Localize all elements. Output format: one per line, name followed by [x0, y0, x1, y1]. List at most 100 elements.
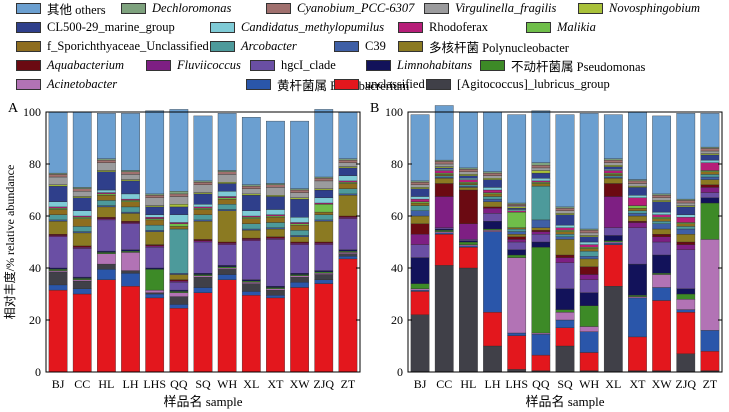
bar-segment: [579, 244, 599, 248]
axes-frame: [45, 111, 361, 373]
bar-segment: [579, 241, 599, 245]
legend-swatch: [16, 2, 41, 14]
bar-segment: [603, 235, 623, 241]
bar-segment: [700, 330, 720, 352]
bar-segment: [145, 219, 165, 226]
bar-segment: [434, 105, 454, 161]
bar-segment: [241, 185, 261, 189]
bar-segment: [459, 167, 478, 170]
bar-segment: [314, 274, 334, 280]
legend-label: 多核杆菌 Polynucleobacter: [429, 40, 569, 55]
legend-swatch: [424, 2, 449, 14]
bar-segment: [555, 239, 575, 256]
legend-label: Dechloromonas: [152, 0, 232, 15]
bar-segment: [169, 196, 189, 205]
bar-segment: [48, 208, 68, 210]
bar-segment: [314, 241, 334, 244]
bar-segment: [121, 198, 140, 201]
bar-segment: [169, 291, 189, 293]
x-tick-label: ZT: [703, 377, 718, 391]
bar-segment: [241, 295, 261, 373]
bar-segment: [483, 187, 502, 191]
x-axis-label: 样品名 sample: [525, 394, 604, 409]
x-tick-label: ZJQ: [313, 377, 334, 391]
legend-label: Fluviicoccus: [177, 57, 241, 72]
y-tick-label: 20: [391, 313, 403, 327]
bar-segment: [169, 296, 189, 305]
bar-segment: [652, 200, 671, 202]
bar-segment: [266, 222, 285, 228]
bar-segment: [579, 331, 599, 353]
y-tick-label: 40: [29, 261, 41, 275]
bar-segment: [434, 228, 454, 231]
bar-segment: [290, 222, 309, 224]
bar-segment: [483, 171, 502, 174]
bar-segment: [338, 159, 358, 163]
legend-label: Arcobacter: [241, 38, 297, 53]
bar-segment: [459, 267, 478, 373]
legend-item: Aquabacterium: [16, 58, 124, 72]
bar-segment: [217, 196, 237, 198]
bar-segment: [676, 206, 696, 215]
bar-segment: [531, 219, 551, 228]
bar-segment: [338, 188, 358, 195]
bar-segment: [507, 236, 527, 240]
bar-segment: [531, 165, 551, 169]
bar-segment: [145, 297, 165, 373]
bar-segment: [266, 236, 285, 239]
bar-segment: [169, 304, 189, 309]
chart-panel-b: B BJ CC HL LH LHS QQ SQ WH XL XT XW ZJQ ZT 0 20 40 60 80 10…: [370, 101, 723, 409]
bar-segment: [169, 109, 189, 192]
bar-segment: [121, 180, 140, 195]
bar-segment: [72, 280, 92, 289]
bar-segment: [145, 247, 165, 269]
bar-segment: [169, 273, 189, 275]
bar-segment: [434, 230, 454, 232]
bar-segment: [217, 279, 237, 373]
bar-segment: [652, 218, 671, 222]
bar-segment: [338, 252, 358, 254]
bar-segment: [97, 250, 116, 253]
bar-segment: [72, 196, 92, 198]
legend: 其他 others Dechloromonas Cyanobium_PCC-6307…: [0, 0, 729, 100]
bar-segment: [459, 179, 478, 183]
y-tick-label: 60: [391, 209, 403, 223]
bar-segment: [97, 218, 116, 221]
bar-segment: [676, 293, 696, 300]
bar-segment: [290, 235, 309, 237]
x-tick-label: ZJQ: [675, 377, 696, 391]
bar-segment: [676, 113, 696, 200]
bar-segment: [483, 179, 502, 188]
bar-segment: [72, 187, 92, 189]
bar-segment: [97, 170, 116, 172]
legend-label: Rhodoferax: [429, 19, 489, 34]
bar-segment: [507, 257, 527, 334]
bar-segment: [483, 192, 502, 195]
bar-segment: [193, 182, 213, 185]
bar-segment: [72, 111, 92, 188]
bar-segment: [507, 332, 527, 336]
bar-segment: [266, 184, 285, 188]
x-tick-label: WH: [579, 377, 599, 391]
bar-segment: [531, 332, 551, 335]
x-axis-label: 样品名 sample: [163, 394, 242, 409]
bar-segment: [700, 171, 720, 175]
bar-segment: [193, 287, 213, 293]
legend-label: Aquabacterium: [47, 57, 125, 72]
y-tick-label: 0: [35, 365, 41, 379]
bar-segment: [314, 244, 334, 271]
legend-swatch: [480, 59, 505, 71]
bar-segment: [459, 189, 478, 224]
bar-segment: [217, 267, 237, 270]
x-tick-label: LH: [123, 377, 139, 391]
bar-segment: [700, 176, 720, 180]
bar-segment: [193, 214, 213, 221]
bar-segment: [266, 196, 285, 210]
bar-segment: [121, 179, 140, 182]
bar-segment: [217, 197, 237, 200]
bar-segment: [121, 201, 140, 208]
bar-segment: [169, 282, 189, 291]
bar-segment: [652, 254, 671, 274]
bar-segment: [410, 196, 430, 200]
bar-segment: [97, 219, 116, 252]
